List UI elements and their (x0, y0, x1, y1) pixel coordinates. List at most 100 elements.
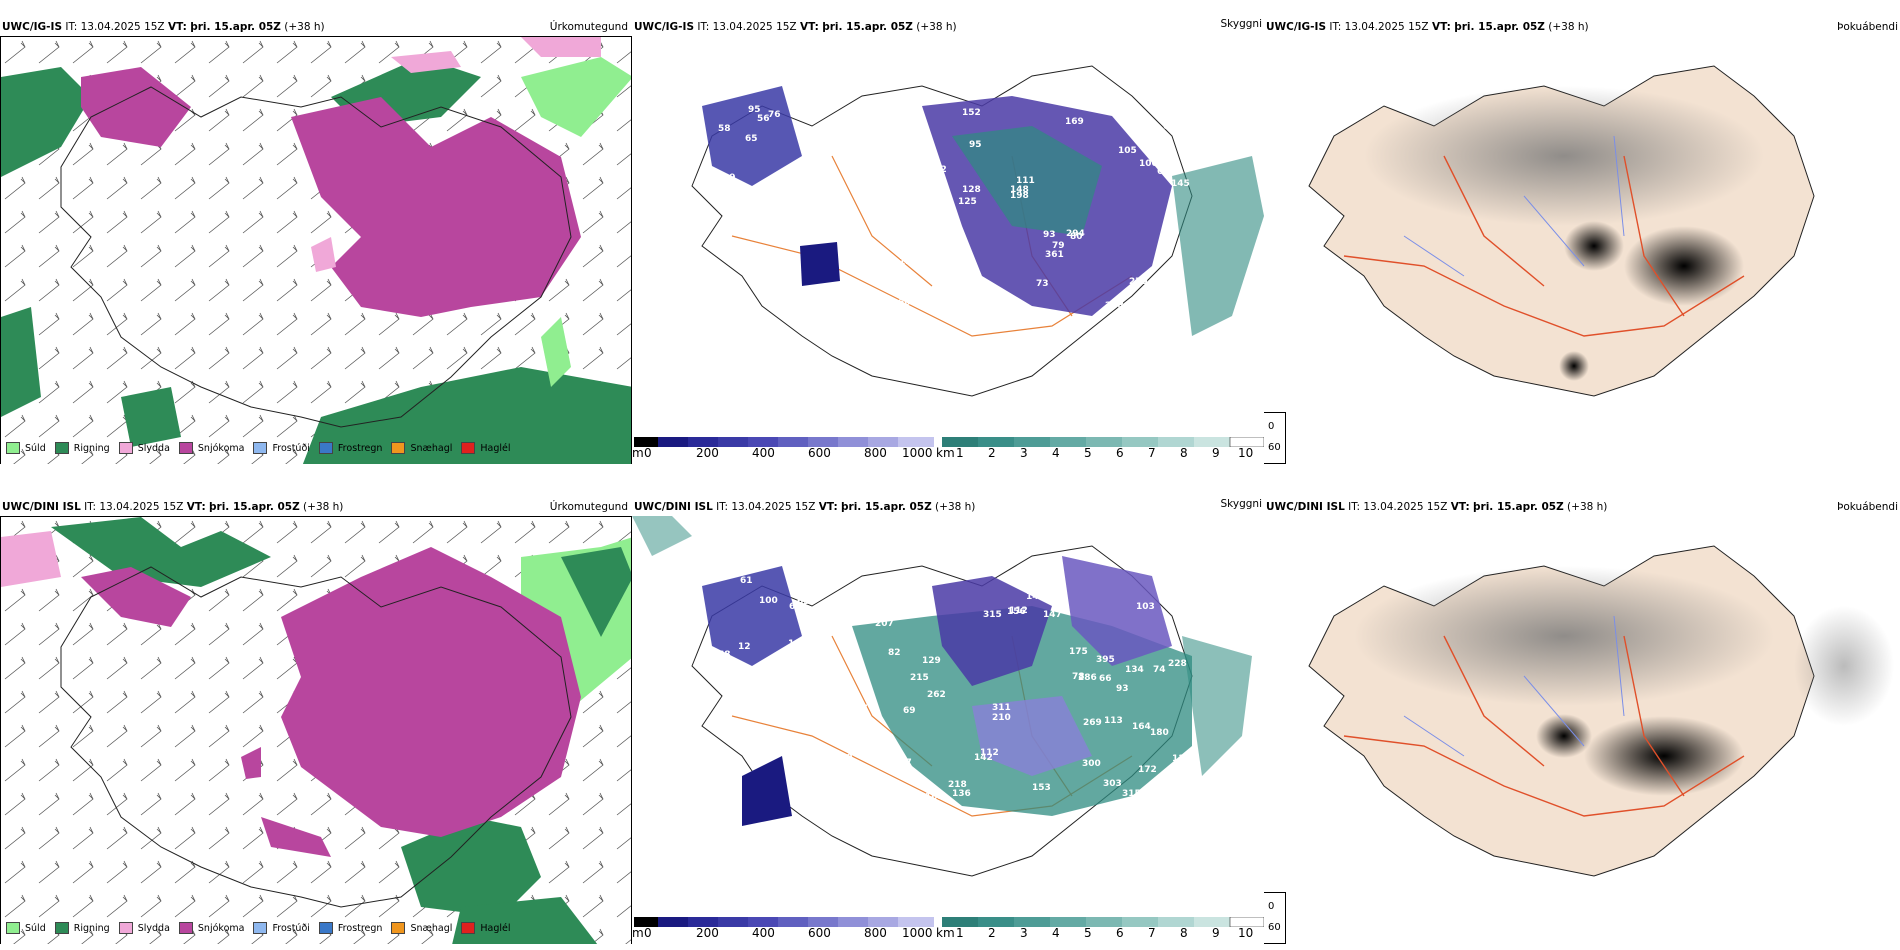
visibility-value-label: 145 (1171, 179, 1190, 189)
visibility-value-label: 152 (962, 108, 981, 118)
product-name: Skyggni (1220, 18, 1263, 30)
visibility-value-label: 76 (768, 110, 781, 120)
colorbar-gradient (942, 916, 1264, 928)
rain-area (1, 67, 91, 177)
panel-title: UWC/IG-IS IT: 13.04.2025 15Z VT: þri. 15… (1266, 21, 1589, 33)
visibility-value-label: 96 (1042, 585, 1055, 595)
swatch (391, 442, 406, 454)
visibility-value-label: 172 (1138, 765, 1157, 775)
visibility-value-label: 70 (832, 292, 845, 302)
visibility-value-label: 95 (969, 140, 982, 150)
panel-title: UWC/IG-IS IT: 13.04.2025 15Z VT: þri. 15… (2, 21, 325, 33)
rivers (1403, 615, 1625, 757)
visibility-value-label: 105 (1118, 146, 1137, 156)
swatch (318, 922, 333, 934)
swatch (391, 922, 406, 934)
visibility-value-label: 175 (1069, 647, 1088, 657)
visibility-value-label: 52 (921, 606, 934, 616)
visibility-value-label: 58 (718, 124, 731, 134)
visibility-value-label: 12 (864, 316, 877, 326)
low-vis-area (1172, 156, 1264, 336)
visibility-value-label: 80 (1070, 232, 1083, 242)
legend-item: Frostúði (253, 442, 310, 454)
visibility-value-label: 147 (1043, 610, 1062, 620)
low-vis-area (702, 566, 802, 666)
visibility-value-label: 169 (792, 172, 811, 182)
visibility-value-label: 279 (1129, 277, 1148, 287)
low-vis-area (1182, 636, 1252, 776)
visibility-value-label: 215 (910, 673, 929, 683)
swatch (318, 442, 333, 454)
swatch (54, 922, 69, 934)
visibility-value-label: 55 (848, 263, 861, 273)
visibility-value-label: 180 (918, 167, 937, 177)
low-vis-area (632, 516, 692, 556)
vis-colorbar-km (942, 916, 1264, 930)
sleet-area (1, 531, 61, 587)
legend-item: Slydda (118, 442, 170, 454)
visibility-value-label: 36 (833, 313, 846, 323)
swatch (178, 442, 193, 454)
visibility-value-label: 153 (1032, 783, 1051, 793)
visibility-map: 107 65 59 100 68 61 68 12 103 82 74 166 93 136 80 207 17… (632, 516, 1252, 877)
visibility-value-label: 300 (1082, 759, 1101, 769)
visibility-value-labels: 1695815265769995561317270107951118022115… (718, 102, 1190, 326)
colorbar-gradient (634, 437, 934, 447)
visibility-value-label: 80 (840, 753, 853, 763)
visibility-value-label: 13 (858, 258, 871, 268)
legend-item: 60 (1264, 920, 1281, 934)
visibility-value-label: 65 (797, 597, 810, 607)
vis-colorbar-m (634, 436, 934, 450)
swatch (461, 922, 476, 934)
product-name: Þokuábendi (1837, 501, 1898, 513)
fog-panel-top: UWC/IG-IS IT: 13.04.2025 15Z VT: þri. 15… (1264, 14, 1900, 464)
visibility-value-label: 172 (928, 165, 947, 175)
swatch (6, 442, 20, 454)
visibility-value-label: 60 (898, 298, 911, 308)
visibility-value-label: 294 (1066, 229, 1085, 239)
legend-item: Slydda (118, 922, 170, 934)
low-vis-area (742, 756, 792, 826)
precip-type-map (0, 36, 632, 464)
visibility-value-label: 103 (1136, 602, 1155, 612)
visibility-value-label: 117 (893, 758, 912, 768)
legend-item: Snæhagl (391, 442, 452, 454)
legend-item: Súld (6, 442, 46, 454)
visibility-value-label: 315 (1122, 789, 1141, 799)
swatch (253, 922, 268, 934)
visibility-map: 1695815265769995561317270107951118022115… (691, 65, 1264, 397)
visibility-value-label: 61 (740, 576, 753, 586)
visibility-value-label: 208 (843, 701, 862, 711)
snow-area (281, 547, 581, 837)
visibility-value-label: 152 (794, 102, 813, 112)
visibility-value-label: 136 (952, 789, 971, 799)
swatch (118, 442, 133, 454)
visibility-value-label: 315 (983, 610, 1002, 620)
swatch (461, 442, 476, 454)
snow-area (261, 817, 331, 857)
iceland-coast (60, 566, 572, 908)
visibility-value-label: 93 (1043, 230, 1056, 240)
visibility-value-label: 95 (748, 105, 761, 115)
legend-item: Snjókoma (178, 442, 244, 454)
roads (1343, 635, 1745, 817)
visibility-panel-top: UWC/IG-IS IT: 13.04.2025 15Z VT: þri. 15… (632, 14, 1264, 464)
visibility-value-label: 56 (757, 114, 770, 124)
fog-legend: 0 60 (1264, 892, 1286, 944)
rain-area (1, 307, 41, 417)
precip-type-legend: Súld Rigning Slydda Snjókoma Frostúði Fr… (6, 442, 520, 454)
swatch (54, 442, 69, 454)
precip-type-panel-top: UWC/IG-IS IT: 13.04.2025 15Z VT: þri. 15… (0, 14, 632, 464)
visibility-value-label: 68 (718, 650, 731, 660)
legend-item: Snæhagl (391, 922, 452, 934)
visibility-value-label: 60 (1157, 167, 1170, 177)
visibility-value-label: 119 (897, 140, 916, 150)
visibility-value-label: 73 (1036, 279, 1049, 289)
low-vis-area (932, 576, 1052, 686)
swatch (253, 442, 268, 454)
rain-area (302, 367, 631, 464)
visibility-value-label: 66 (1099, 674, 1112, 684)
panel-title: UWC/DINI ISL IT: 13.04.2025 15Z VT: þri.… (1266, 501, 1608, 513)
rivers (1403, 135, 1625, 277)
visibility-value-label: 125 (958, 197, 977, 207)
